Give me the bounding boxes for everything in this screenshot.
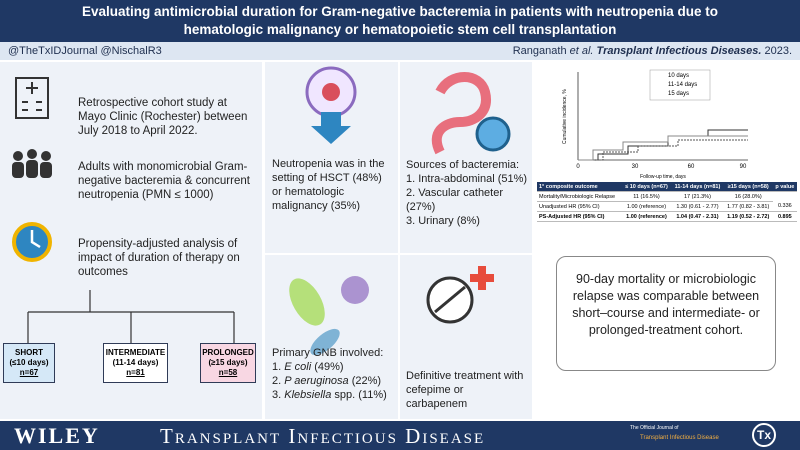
x-tick-label: 0 — [576, 164, 580, 170]
pct: spp. (11%) — [334, 389, 387, 401]
cell: 16 (28.0%) — [723, 191, 773, 202]
title: hematologic malignancy or hematopoietic … — [183, 22, 617, 37]
cell: 0.336 — [772, 201, 797, 212]
organism: Klebsiella — [284, 389, 332, 401]
group-n: n=58 — [218, 368, 238, 377]
x-tick-label: 90 — [740, 164, 747, 170]
inset-chart: 10 days 11-14 days 15 days Cumulative in… — [562, 69, 748, 180]
cell: 1.00 (reference) — [621, 201, 672, 212]
list-item: 3. Klebsiella spp. (11%) — [272, 388, 398, 402]
legend-entry: 11-14 days — [668, 82, 697, 88]
method-text: Retrospective cohort study at Mayo Clini… — [78, 97, 248, 137]
cell: 1.04 (0.47 - 2.31) — [671, 211, 724, 222]
list-item: 3. Urinary (8%) — [406, 215, 480, 227]
cell: 0.895 — [772, 211, 797, 222]
curve — [578, 139, 748, 161]
group-name: INTERMEDIATE — [105, 348, 166, 357]
group-range: (≥15 days) — [208, 358, 248, 367]
cell: 11 (16.5%) — [621, 191, 672, 202]
cell: Mortality/Microbiologic Relapse — [537, 191, 622, 202]
table-row: PS-Adjusted HR (95% CI) 1.00 (reference) 1… — [537, 211, 797, 222]
curve — [578, 129, 748, 161]
panel — [400, 62, 532, 253]
group-box: SHORT (≤10 days) n=67 — [3, 343, 55, 383]
etal: et al. — [569, 45, 594, 57]
group-n: n=81 — [126, 368, 145, 377]
group-n: n=67 — [19, 368, 39, 377]
organism: E coli — [284, 361, 312, 373]
curve — [578, 135, 748, 161]
panel-title: Primary GNB involved: — [272, 347, 384, 359]
header-cell: 1° composite outcome — [537, 182, 622, 192]
society: Transplant Infectious Disease — [640, 435, 719, 441]
logo: Tx — [752, 423, 776, 447]
journal-name: Transplant Infectious Disease — [160, 424, 486, 448]
subheader: @TheTxIDJournal @NischalR3 Ranganath et … — [0, 42, 800, 60]
num: 1. — [272, 361, 282, 373]
panel — [400, 255, 532, 419]
panel-text: Definitive treatment with cefepime or ca… — [406, 370, 524, 410]
legend — [649, 69, 711, 101]
year: 2023. — [764, 45, 792, 57]
list-item: 2. P aeruginosa (22%) — [272, 374, 398, 388]
panel-icons — [289, 66, 511, 356]
method-text: Adults with monomicrobial Gram-negative … — [78, 161, 250, 201]
table: 1° composite outcome ≤ 10 days (n=67) 11-1… — [537, 182, 797, 222]
list-item: 2. Vascular catheter (27%) — [406, 187, 504, 213]
legend-entry: 10 days — [668, 73, 689, 79]
header-cell: ≥15 days (n=58) — [723, 182, 773, 192]
group-name: SHORT — [15, 348, 43, 357]
cell: PS-Adjusted HR (95% CI) — [537, 211, 622, 222]
method-icons — [12, 77, 52, 262]
panel-text: Primary GNB involved: 1. E coli (49%) 2.… — [272, 346, 398, 402]
author: Ranganath — [512, 45, 567, 57]
panel-text: Neutropenia was in the setting of HSCT (… — [272, 158, 385, 212]
panel-text: Sources of bacteremia: 1. Intra-abdominal… — [406, 158, 532, 228]
official: The Official Journal of — [630, 425, 679, 431]
twitter: @TheTxIDJournal @NischalR3 — [8, 45, 162, 57]
table-row: Mortality/Microbiologic Relapse 11 (16.5%… — [537, 191, 797, 202]
cell: 17 (21.3%) — [671, 191, 724, 202]
journal: Transplant Infectious Diseases. — [596, 45, 762, 57]
header: Evaluating antimicrobial duration for Gr… — [0, 0, 800, 42]
list-item: 1. E coli (49%) — [272, 360, 398, 374]
list-item: 1. Intra-abdominal (51%) — [406, 173, 528, 185]
cell: Unadjusted HR (95% CI) — [537, 201, 622, 212]
results-table: 1° composite outcome ≤ 10 days (n=67) 11-1… — [537, 182, 797, 222]
group-box: PROLONGED (≥15 days) n=58 — [200, 343, 256, 383]
group-connector — [27, 290, 235, 345]
pct: (49%) — [314, 361, 344, 373]
header-cell: 11-14 days (n=81) — [671, 182, 724, 192]
panel-title: Sources of bacteremia: — [406, 159, 520, 171]
footer: WILEY Transplant Infectious Disease The … — [0, 421, 800, 450]
cell: 1.19 (0.52 - 2.72) — [723, 211, 773, 222]
x-tick-label: 60 — [688, 164, 695, 170]
pct: (22%) — [351, 375, 382, 387]
organism: P aeruginosa — [284, 375, 349, 387]
group-name: PROLONGED — [202, 348, 254, 357]
cell: 1.77 (0.82 - 3.81) — [723, 201, 773, 212]
conclusion: 90-day mortality or microbiologic relaps… — [556, 256, 776, 371]
title: Evaluating antimicrobial duration for Gr… — [81, 4, 719, 19]
table-header: 1° composite outcome ≤ 10 days (n=67) 11-1… — [537, 182, 797, 192]
y-axis-label: Cumulative incidence, % — [562, 89, 568, 144]
cell: 1.30 (0.61 - 2.77) — [671, 201, 724, 212]
publisher: WILEY — [14, 423, 100, 448]
x-axis-label: Follow-up time, days — [640, 174, 686, 180]
header-cell: ≤ 10 days (n=67) — [621, 182, 672, 192]
legend-entry: 15 days — [668, 91, 689, 97]
group-range: (≤10 days) — [9, 358, 49, 367]
num: 2. — [272, 375, 282, 387]
num: 3. — [272, 389, 282, 401]
method-text: Propensity-adjusted analysis of impact o… — [78, 238, 240, 278]
header-cell: p value — [772, 182, 797, 192]
cell: 1.00 (reference) — [621, 211, 672, 222]
table-row: Unadjusted HR (95% CI) 1.00 (reference) 1.… — [537, 201, 797, 212]
x-tick-label: 30 — [632, 164, 639, 170]
citation: Ranganath et al. Transplant Infectious D… — [513, 42, 792, 60]
group-range: (11-14 days) — [112, 358, 159, 367]
group-box: INTERMEDIATE (11-14 days) n=81 — [103, 343, 168, 383]
